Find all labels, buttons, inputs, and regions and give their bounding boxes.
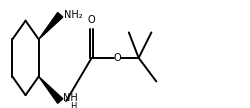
Text: O: O bbox=[88, 15, 95, 25]
Text: NH₂: NH₂ bbox=[64, 10, 82, 20]
Text: NH: NH bbox=[63, 93, 78, 103]
Text: H: H bbox=[70, 102, 76, 108]
Polygon shape bbox=[38, 77, 62, 103]
Text: O: O bbox=[113, 53, 120, 63]
Polygon shape bbox=[38, 13, 62, 39]
